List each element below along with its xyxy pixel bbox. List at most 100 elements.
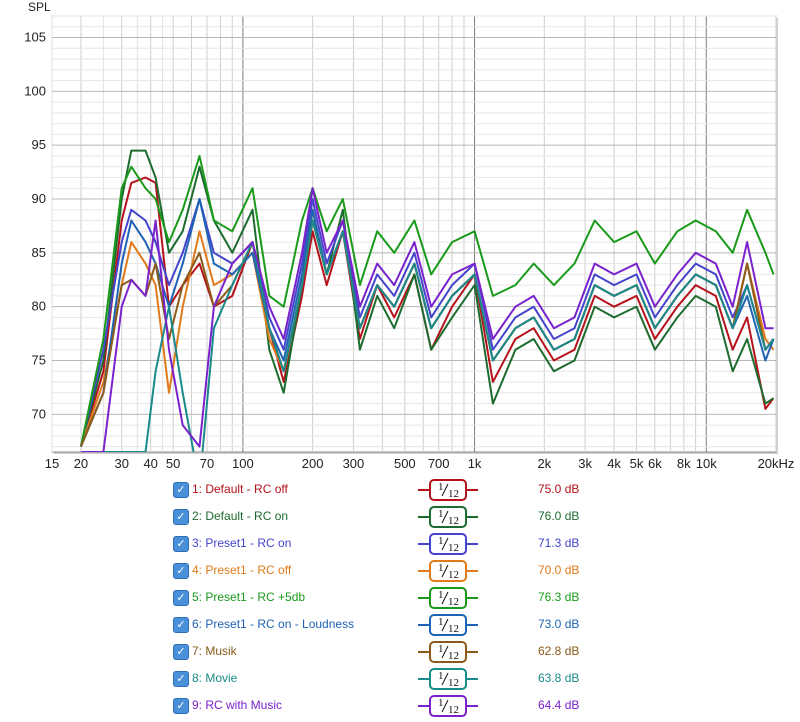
- legend-level-value: 64.4 dB: [538, 698, 580, 712]
- legend-level-value: 63.8 dB: [538, 671, 580, 685]
- smoothing-badge[interactable]: 1 12: [418, 532, 478, 556]
- x-tick-label: 100: [232, 456, 254, 471]
- smoothing-badge[interactable]: 1 12: [418, 640, 478, 664]
- smoothing-denominator: 12: [448, 542, 459, 554]
- x-tick-label: 20: [74, 456, 88, 471]
- x-tick-label: 200: [302, 456, 324, 471]
- y-tick-label: 80: [32, 299, 46, 314]
- smoothing-badge[interactable]: 1 12: [418, 478, 478, 502]
- axes: 70 75 80 85 90 95 100 105 SPL 15 20 30 40 50 70 100 200 3…: [24, 0, 794, 471]
- series-line-2: [79, 149, 775, 447]
- series-line-3: [79, 198, 775, 447]
- y-axis-title: SPL: [28, 0, 51, 14]
- legend-level-value: 70.0 dB: [538, 563, 580, 577]
- smoothing-numerator: 1: [438, 508, 444, 520]
- legend-level-value: 75.0 dB: [538, 482, 580, 496]
- smoothing-numerator: 1: [438, 697, 444, 709]
- smoothing-numerator: 1: [438, 589, 444, 601]
- legend: ✓ 1: Default - RC off 1 12 75.0 dB ✓ 2: Defaul…: [172, 478, 772, 721]
- legend-label: 2: Default - RC on: [192, 509, 289, 523]
- legend-entry: ✓ 1: Default - RC off 1 12 75.0 dB: [172, 478, 772, 505]
- x-tick-label: 15: [45, 456, 59, 471]
- series-visibility-checkbox[interactable]: ✓: [173, 671, 189, 687]
- smoothing-denominator: 12: [448, 650, 459, 662]
- legend-entry: ✓ 6: Preset1 - RC on - Loudness 1 12 73.0 dB: [172, 613, 772, 640]
- smoothing-denominator: 12: [448, 569, 459, 581]
- x-tick-label: 50: [166, 456, 180, 471]
- x-tick-label: 700: [428, 456, 450, 471]
- legend-entry: ✓ 5: Preset1 - RC +5db 1 12 76.3 dB: [172, 586, 772, 613]
- x-tick-label: 10k: [696, 456, 717, 471]
- legend-entry: ✓ 7: Musik 1 12 62.8 dB: [172, 640, 772, 667]
- y-tick-label: 100: [24, 83, 46, 98]
- series-visibility-checkbox[interactable]: ✓: [173, 563, 189, 579]
- x-tick-label: 1k: [468, 456, 482, 471]
- legend-label: 7: Musik: [192, 644, 237, 658]
- y-tick-label: 75: [32, 352, 46, 367]
- x-tick-label: 3k: [578, 456, 592, 471]
- x-tick-label: 8k: [677, 456, 691, 471]
- smoothing-denominator: 12: [448, 677, 459, 689]
- legend-label: 3: Preset1 - RC on: [192, 536, 292, 550]
- legend-level-value: 62.8 dB: [538, 644, 580, 658]
- smoothing-badge[interactable]: 1 12: [418, 505, 478, 529]
- series-visibility-checkbox[interactable]: ✓: [173, 617, 189, 633]
- series-visibility-checkbox[interactable]: ✓: [173, 509, 189, 525]
- x-tick-label: 500: [394, 456, 416, 471]
- smoothing-badge[interactable]: 1 12: [418, 694, 478, 718]
- legend-entry: ✓ 3: Preset1 - RC on 1 12 71.3 dB: [172, 532, 772, 559]
- smoothing-numerator: 1: [438, 670, 444, 682]
- series-line-1: [79, 176, 775, 447]
- legend-level-value: 76.3 dB: [538, 590, 580, 604]
- y-tick-label: 70: [32, 406, 46, 421]
- smoothing-denominator: 12: [448, 596, 459, 608]
- legend-level-value: 71.3 dB: [538, 536, 580, 550]
- legend-entry: ✓ 8: Movie 1 12 63.8 dB: [172, 667, 772, 694]
- legend-label: 1: Default - RC off: [192, 482, 288, 496]
- smoothing-denominator: 12: [448, 515, 459, 527]
- smoothing-numerator: 1: [438, 643, 444, 655]
- legend-entry: ✓ 4: Preset1 - RC off 1 12 70.0 dB: [172, 559, 772, 586]
- grid: [51, 15, 778, 454]
- y-tick-label: 90: [32, 191, 46, 206]
- series-line-5: [79, 155, 775, 447]
- legend-entry: ✓ 9: RC with Music 1 12 64.4 dB: [172, 694, 772, 721]
- legend-label: 4: Preset1 - RC off: [192, 563, 292, 577]
- legend-label: 9: RC with Music: [192, 698, 283, 712]
- smoothing-badge[interactable]: 1 12: [418, 586, 478, 610]
- smoothing-numerator: 1: [438, 562, 444, 574]
- smoothing-denominator: 12: [448, 623, 459, 635]
- x-tick-label: 5k: [630, 456, 644, 471]
- series-line-9: [80, 187, 774, 452]
- frequency-response-chart: 70 75 80 85 90 95 100 105 SPL 15 20 30 40 50 70 100 200 3…: [24, 0, 794, 471]
- series-visibility-checkbox[interactable]: ✓: [173, 644, 189, 660]
- legend-level-value: 76.0 dB: [538, 509, 580, 523]
- legend-label: 5: Preset1 - RC +5db: [192, 590, 306, 604]
- series-visibility-checkbox[interactable]: ✓: [173, 590, 189, 606]
- smoothing-badge[interactable]: 1 12: [418, 559, 478, 583]
- x-tick-label: 40: [143, 456, 157, 471]
- smoothing-numerator: 1: [438, 535, 444, 547]
- smoothing-numerator: 1: [438, 616, 444, 628]
- series-lines: [79, 149, 775, 452]
- series-visibility-checkbox[interactable]: ✓: [173, 482, 189, 498]
- smoothing-badge[interactable]: 1 12: [418, 613, 478, 637]
- x-tick-label: 20kHz: [758, 456, 795, 471]
- smoothing-badge[interactable]: 1 12: [418, 667, 478, 691]
- x-tick-label: 70: [200, 456, 214, 471]
- x-tick-label: 300: [343, 456, 365, 471]
- smoothing-denominator: 12: [448, 488, 459, 500]
- legend-label: 6: Preset1 - RC on - Loudness: [192, 617, 355, 631]
- x-tick-label: 6k: [648, 456, 662, 471]
- y-tick-label: 85: [32, 245, 46, 260]
- series-visibility-checkbox[interactable]: ✓: [173, 536, 189, 552]
- legend-entry: ✓ 2: Default - RC on 1 12 76.0 dB: [172, 505, 772, 532]
- x-tick-label: 30: [115, 456, 129, 471]
- smoothing-denominator: 12: [448, 704, 459, 716]
- y-tick-label: 95: [32, 137, 46, 152]
- x-tick-label: 4k: [607, 456, 621, 471]
- smoothing-numerator: 1: [438, 481, 444, 493]
- series-line-8: [80, 219, 775, 452]
- legend-level-value: 73.0 dB: [538, 617, 580, 631]
- series-visibility-checkbox[interactable]: ✓: [173, 698, 189, 714]
